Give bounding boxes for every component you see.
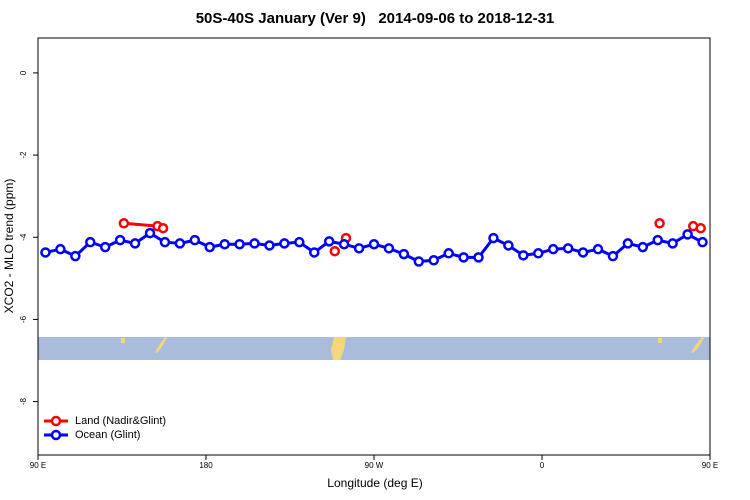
point-marker [219, 238, 230, 250]
legend-label: Ocean (Glint) [75, 429, 140, 441]
x-tick-label: 90 W [365, 461, 384, 470]
point-marker [413, 256, 425, 267]
land-patch [121, 338, 125, 343]
ocean-band [38, 337, 710, 360]
point-marker [577, 247, 589, 258]
point-marker [234, 238, 245, 250]
point-marker [114, 234, 126, 246]
point-marker [338, 238, 350, 250]
point-marker [652, 234, 663, 246]
x-axis-label: Longitude (deg E) [327, 476, 422, 490]
land-patch [331, 337, 346, 360]
x-tick-label: 0 [540, 461, 545, 470]
point-marker [667, 238, 678, 249]
point-marker [189, 234, 201, 246]
point-marker [473, 252, 484, 263]
point-marker [518, 250, 529, 261]
legend: Land (Nadir&Glint) Ocean (Glint) [44, 415, 166, 441]
point-marker [159, 236, 171, 248]
x-tick-label: 180 [199, 461, 213, 470]
y-tick-label: -4 [19, 233, 28, 241]
point-marker [383, 243, 395, 254]
chart-title: 50S-40S January (Ver 9) 2014-09-06 to 20… [196, 10, 555, 27]
point-marker [99, 241, 111, 253]
point-marker [547, 243, 559, 255]
point-marker [204, 241, 215, 253]
point-marker [562, 243, 574, 254]
point-marker [118, 218, 130, 229]
point-marker [329, 245, 341, 257]
point-marker [695, 222, 706, 234]
point-marker [249, 238, 260, 249]
point-marker [443, 248, 454, 259]
y-axis-label: XCO2 - MLO trend (ppm) [2, 179, 16, 314]
point-marker [144, 227, 156, 239]
point-marker [323, 236, 335, 247]
point-marker [458, 252, 469, 263]
land-patch [658, 338, 662, 343]
point-marker [368, 238, 380, 250]
point-marker [697, 236, 708, 248]
point-marker [294, 236, 305, 248]
legend-marker [50, 415, 62, 427]
legend-marker [50, 429, 62, 441]
land-patch [691, 337, 704, 353]
point-marker [40, 247, 51, 258]
y-tick-label: 0 [19, 70, 28, 75]
point-marker [129, 238, 141, 249]
y-tick-label: -6 [19, 315, 28, 323]
point-marker [157, 222, 169, 234]
point-marker [503, 240, 514, 251]
point-marker [488, 232, 499, 244]
point-marker [637, 241, 649, 253]
point-marker [428, 255, 439, 266]
point-marker [174, 238, 186, 249]
legend-label: Land (Nadir&Glint) [75, 415, 166, 427]
point-marker [682, 229, 693, 240]
point-marker [264, 240, 275, 251]
point-marker [85, 236, 96, 248]
y-tick-label: -8 [19, 397, 28, 405]
y-tick-label: -2 [19, 151, 28, 159]
point-marker [309, 247, 320, 258]
point-marker [592, 243, 604, 255]
point-marker [607, 250, 619, 262]
land-strip [38, 337, 710, 360]
x-tick-label: 90 E [30, 461, 46, 470]
point-marker [654, 218, 665, 229]
point-marker [622, 238, 634, 249]
point-marker [533, 248, 544, 259]
point-marker [279, 238, 290, 249]
land-patch [155, 337, 167, 353]
point-marker [353, 243, 365, 254]
point-marker [55, 243, 66, 255]
point-marker [398, 248, 410, 260]
x-tick-label: 90 E [702, 461, 718, 470]
point-marker [70, 250, 81, 262]
